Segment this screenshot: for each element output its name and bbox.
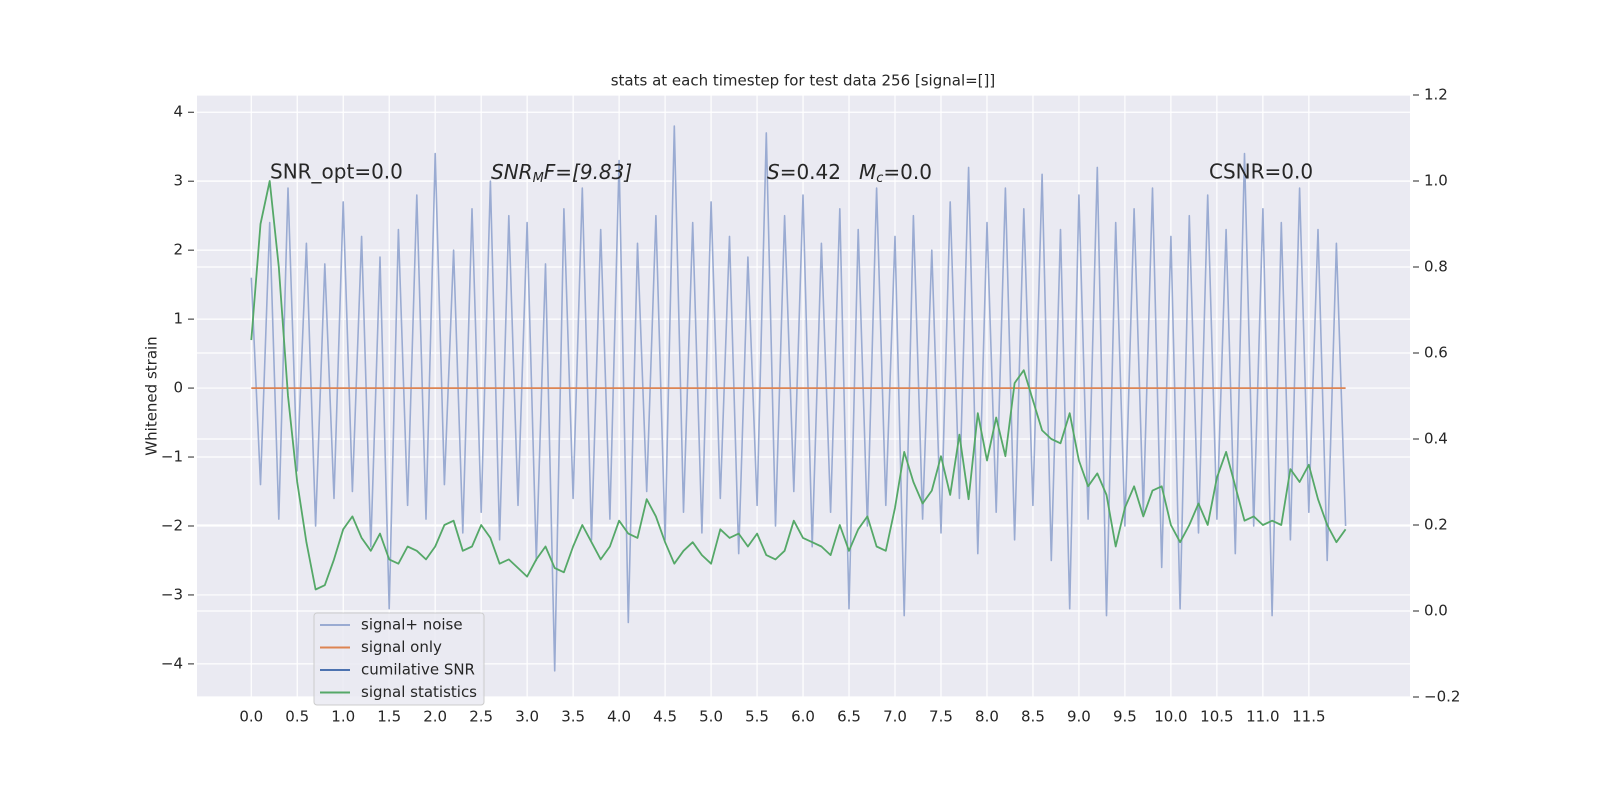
y2-tick-label: 1.2 [1424, 86, 1448, 104]
marks [250, 125, 1347, 672]
y-tick-label: −3 [161, 585, 183, 603]
x-tick-label: 0.0 [239, 708, 263, 726]
x-tick-label: 2.5 [469, 708, 493, 726]
y-tick-label: −4 [161, 654, 183, 672]
annotation-part: =0.42 [780, 160, 841, 184]
x-tick-label: 7.0 [883, 708, 907, 726]
x-tick-label: 6.5 [837, 708, 861, 726]
annotation-part: M [859, 160, 876, 184]
chart-title: stats at each timestep for test data 256… [611, 72, 996, 90]
legend-label: signal only [361, 638, 442, 656]
y-tick-label: −1 [161, 448, 183, 466]
annotation: S=0.42 [767, 160, 841, 184]
x-tick-label: 10.0 [1154, 708, 1187, 726]
x-tick-label: 6.0 [791, 708, 815, 726]
y2-tick-label: −0.2 [1424, 688, 1460, 706]
y-tick-label: 2 [173, 241, 183, 259]
y2-tick-label: 1.0 [1424, 172, 1448, 190]
x-tick-label: 9.0 [1067, 708, 1091, 726]
y-tick-label: 1 [173, 310, 183, 328]
x-tick-label: 5.5 [745, 708, 769, 726]
annotation-part: M [533, 171, 544, 186]
annotation-part: c [876, 171, 883, 186]
x-tick-label: 0.5 [285, 708, 309, 726]
legend: signal+ noise signal only cumilative SNR si… [313, 612, 485, 706]
y2-tick-label: 0.6 [1424, 344, 1448, 362]
annotation: CSNR=0.0 [1209, 160, 1313, 184]
x-tick-label: 4.0 [607, 708, 631, 726]
legend-label: signal+ noise [361, 616, 463, 634]
x-tick-label: 1.0 [331, 708, 355, 726]
annotation: SNR_opt=0.0 [270, 160, 403, 184]
annotation: SNRMF=[9.83] [491, 160, 632, 186]
x-tick-label: 11.5 [1292, 708, 1325, 726]
y2-tick-label: 0.2 [1424, 516, 1448, 534]
y2-tick-label: 0.8 [1424, 258, 1448, 276]
annotation: Mc=0.0 [859, 160, 932, 186]
x-tick-label: 4.5 [653, 708, 677, 726]
y2-tick-label: 0.4 [1424, 430, 1448, 448]
legend-label: cumilative SNR [361, 661, 475, 679]
y-tick-label: 3 [173, 172, 183, 190]
x-tick-label: 10.5 [1200, 708, 1233, 726]
x-tick-label: 5.0 [699, 708, 723, 726]
x-tick-label: 7.5 [929, 708, 953, 726]
y-tick-label: 4 [173, 103, 183, 121]
annotation-part: =0.0 [883, 160, 932, 184]
x-tick-label: 3.0 [515, 708, 539, 726]
x-tick-label: 11.0 [1246, 708, 1279, 726]
annotation-part: SNR [491, 160, 533, 184]
x-tick-label: 9.5 [1113, 708, 1137, 726]
annotation-part: F=[9.83] [544, 160, 632, 184]
y2-tick-label: 0.0 [1424, 602, 1448, 620]
x-tick-label: 2.0 [423, 708, 447, 726]
series-line [250, 125, 1347, 672]
y-tick-label: −2 [161, 516, 183, 534]
legend-label: signal statistics [361, 683, 477, 701]
annotation-part: S [767, 160, 780, 184]
x-tick-label: 8.0 [975, 708, 999, 726]
x-tick-label: 3.5 [561, 708, 585, 726]
series-line [250, 180, 1347, 591]
y-tick-label: 0 [173, 379, 183, 397]
y-axis-label: Whitened strain [143, 336, 161, 455]
x-tick-label: 1.5 [377, 708, 401, 726]
legend-box [313, 612, 485, 706]
x-tick-label: 8.5 [1021, 708, 1045, 726]
